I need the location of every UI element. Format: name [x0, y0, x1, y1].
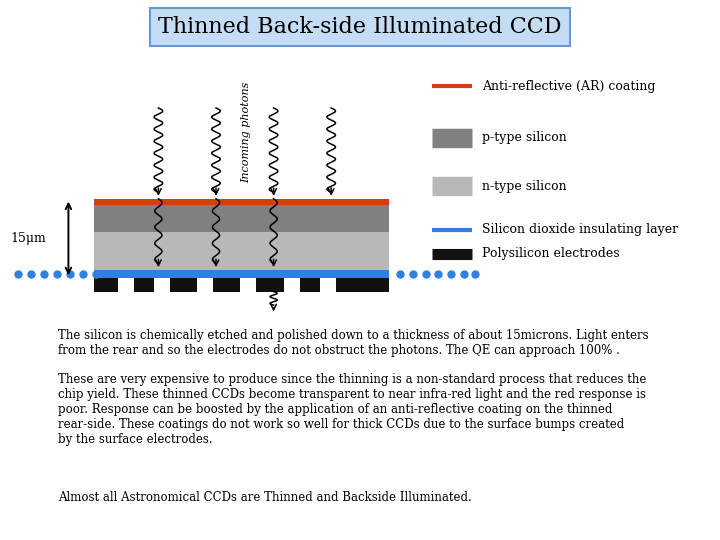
Text: n-type silicon: n-type silicon: [482, 180, 567, 193]
Text: Polysilicon electrodes: Polysilicon electrodes: [482, 247, 620, 260]
Bar: [320, 278, 336, 292]
Text: Thinned Back-side Illuminated CCD: Thinned Back-side Illuminated CCD: [158, 16, 562, 38]
Bar: [197, 278, 213, 292]
Text: Incoming photons: Incoming photons: [241, 82, 251, 183]
Text: 15μm: 15μm: [11, 232, 47, 245]
Bar: [94, 278, 389, 292]
Bar: [154, 278, 170, 292]
Bar: [284, 278, 300, 292]
Text: These are very expensive to produce since the thinning is a non-standard process: These are very expensive to produce sinc…: [58, 373, 646, 446]
Bar: [94, 199, 389, 205]
Bar: [94, 205, 389, 232]
Bar: [94, 270, 389, 278]
Text: p-type silicon: p-type silicon: [482, 131, 567, 144]
Text: Anti-reflective (AR) coating: Anti-reflective (AR) coating: [482, 80, 656, 93]
Text: The silicon is chemically etched and polished down to a thickness of about 15mic: The silicon is chemically etched and pol…: [58, 329, 648, 357]
Bar: [240, 278, 256, 292]
Text: Almost all Astronomical CCDs are Thinned and Backside Illuminated.: Almost all Astronomical CCDs are Thinned…: [58, 491, 472, 504]
Text: Silicon dioxide insulating layer: Silicon dioxide insulating layer: [482, 223, 678, 236]
Bar: [118, 278, 134, 292]
Bar: [94, 232, 389, 270]
